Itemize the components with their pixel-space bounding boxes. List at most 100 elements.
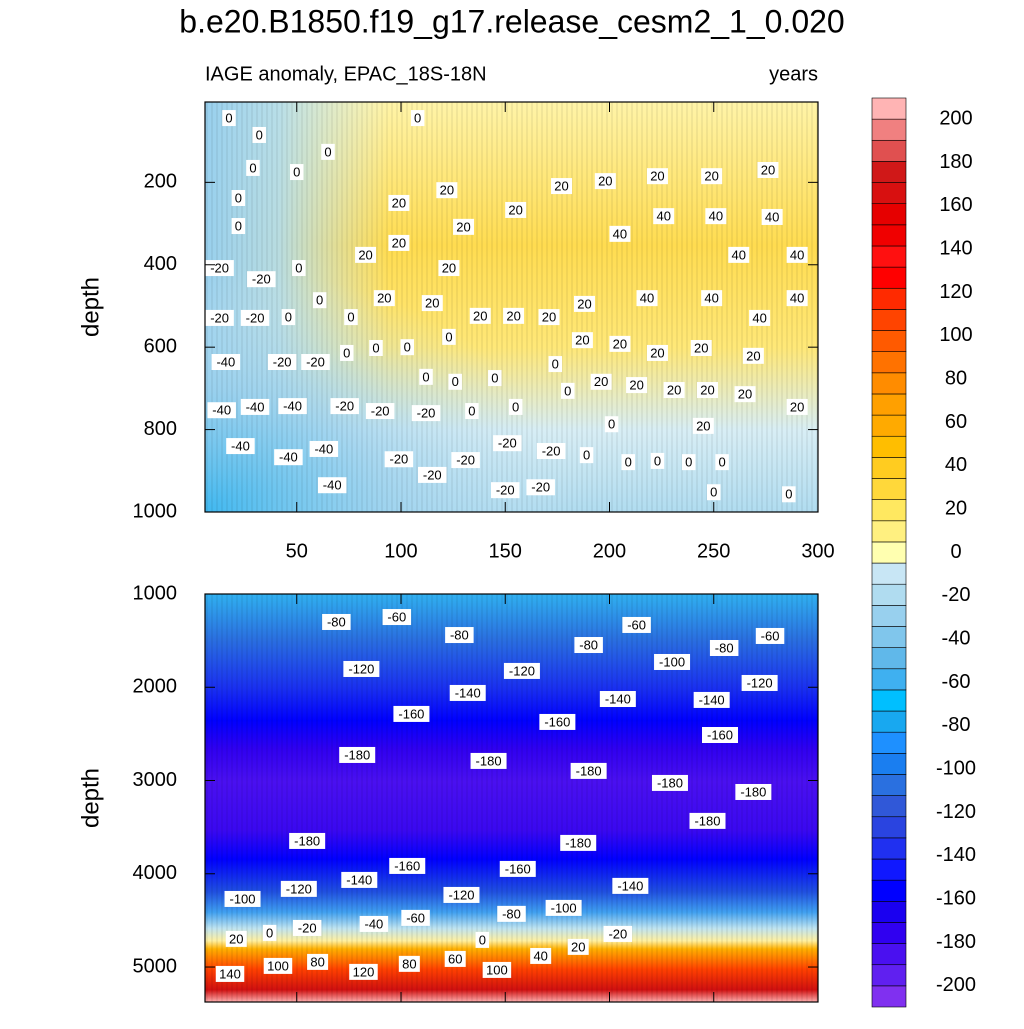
colorbar-box <box>871 478 907 500</box>
contour-label: 40 <box>709 209 723 224</box>
contour-label-box <box>222 110 236 127</box>
contour-label: 0 <box>343 345 350 360</box>
contour-label-box <box>646 344 668 361</box>
contour-label: 0 <box>452 374 459 389</box>
colorbar-label: 0 <box>950 541 961 563</box>
contour-label-box <box>267 354 297 371</box>
contour-label: 0 <box>266 925 273 940</box>
contour-label-box <box>359 915 389 932</box>
contour-label-box <box>728 246 750 263</box>
contour-label: 20 <box>442 260 456 275</box>
contour-label: 20 <box>700 382 714 397</box>
contour-label: -40 <box>283 399 302 414</box>
contour-label: -40 <box>364 916 383 931</box>
colorbar-box <box>871 605 907 627</box>
contour-label-box <box>560 834 597 851</box>
contour-label-box <box>340 344 354 361</box>
contour-label: 0 <box>685 455 692 470</box>
contour-label-box <box>786 398 808 415</box>
contour-label-box <box>706 484 721 501</box>
contour-label-box <box>339 746 376 763</box>
contour-label-box <box>445 627 474 644</box>
contour-label: 20 <box>696 418 710 433</box>
contour-label-box <box>292 919 322 936</box>
colorbar-box <box>871 266 907 289</box>
contour-label-box <box>215 965 245 982</box>
contour-label-box <box>365 403 395 420</box>
colorbar-box <box>871 562 907 585</box>
contour-label: -180 <box>476 753 502 768</box>
contour-label-box <box>488 370 502 387</box>
contour-label-box <box>609 335 631 352</box>
contour-label-box <box>231 190 246 207</box>
contour-label-box <box>278 398 307 415</box>
contour-label: 40 <box>640 291 654 306</box>
colorbar-box <box>871 414 907 437</box>
contour-label: -120 <box>747 675 773 690</box>
contour-label-box <box>650 452 665 469</box>
contour-label: 20 <box>392 235 406 250</box>
contour-label: 20 <box>629 378 643 393</box>
contour-label: 20 <box>425 296 439 311</box>
contour-label-box <box>505 201 527 218</box>
contour-label-box <box>701 168 723 185</box>
contour-label-box <box>389 857 426 874</box>
colorbar-box <box>871 330 907 352</box>
contour-label: -120 <box>509 663 535 678</box>
y-tick-label: 2000 <box>133 676 178 698</box>
contour-label: -140 <box>455 685 481 700</box>
colorbar-box <box>871 626 907 648</box>
contour-label: 40 <box>790 247 804 262</box>
contour-label-box <box>330 398 359 415</box>
contour-label: 0 <box>654 453 661 468</box>
colorbar-box <box>871 858 907 881</box>
contour-label: -60 <box>406 910 425 925</box>
contour-label-box <box>590 373 612 390</box>
contour-label: 0 <box>718 455 725 470</box>
contour-label: -160 <box>505 861 531 876</box>
contour-label-box <box>453 218 475 235</box>
colorbar-label: -60 <box>942 671 971 693</box>
contour-label-box <box>393 705 430 722</box>
contour-label-box <box>382 609 412 626</box>
contour-label: 20 <box>508 202 522 217</box>
contour-label: -120 <box>286 881 312 896</box>
contour-label-box <box>548 356 563 373</box>
contour-label: -180 <box>344 747 370 762</box>
contour-label-box <box>355 246 377 263</box>
colorbar-box <box>871 351 907 374</box>
contour-label-box <box>400 339 414 356</box>
contour-label: -140 <box>699 692 725 707</box>
y-tick-label: 3000 <box>133 769 178 791</box>
contour-label: 20 <box>613 336 627 351</box>
contour-label-box <box>401 909 430 926</box>
colorbar-box <box>871 668 907 691</box>
contour-label-box <box>709 639 739 656</box>
contour-label-box <box>594 173 616 190</box>
colorbar-label: 20 <box>945 497 967 519</box>
contour-label-box <box>493 435 522 452</box>
colorbar-label: -20 <box>942 584 971 606</box>
contour-label: 20 <box>694 340 708 355</box>
contour-label-box <box>307 953 329 970</box>
contour-label-box <box>741 674 778 691</box>
colorbar-box <box>871 731 907 754</box>
contour-label-box <box>205 260 234 277</box>
contour-label-box <box>349 963 378 980</box>
contour-label-box <box>612 877 649 894</box>
contour-label: 40 <box>765 209 779 224</box>
x-tick-label: 100 <box>384 540 417 562</box>
contour-label: 100 <box>486 962 508 977</box>
contour-label-box <box>262 924 277 941</box>
subtitle-right: years <box>769 63 818 85</box>
colorbar-box <box>871 753 907 775</box>
contour-label-box <box>786 290 808 307</box>
contour-label: 80 <box>402 956 416 971</box>
colorbar-box <box>871 795 907 818</box>
colorbar-box <box>871 647 907 670</box>
contour-label: -20 <box>498 436 517 451</box>
contour-label-box <box>470 752 507 769</box>
contour-label-box <box>539 713 576 730</box>
contour-label: -140 <box>346 872 372 887</box>
contour-label: -40 <box>246 399 265 414</box>
